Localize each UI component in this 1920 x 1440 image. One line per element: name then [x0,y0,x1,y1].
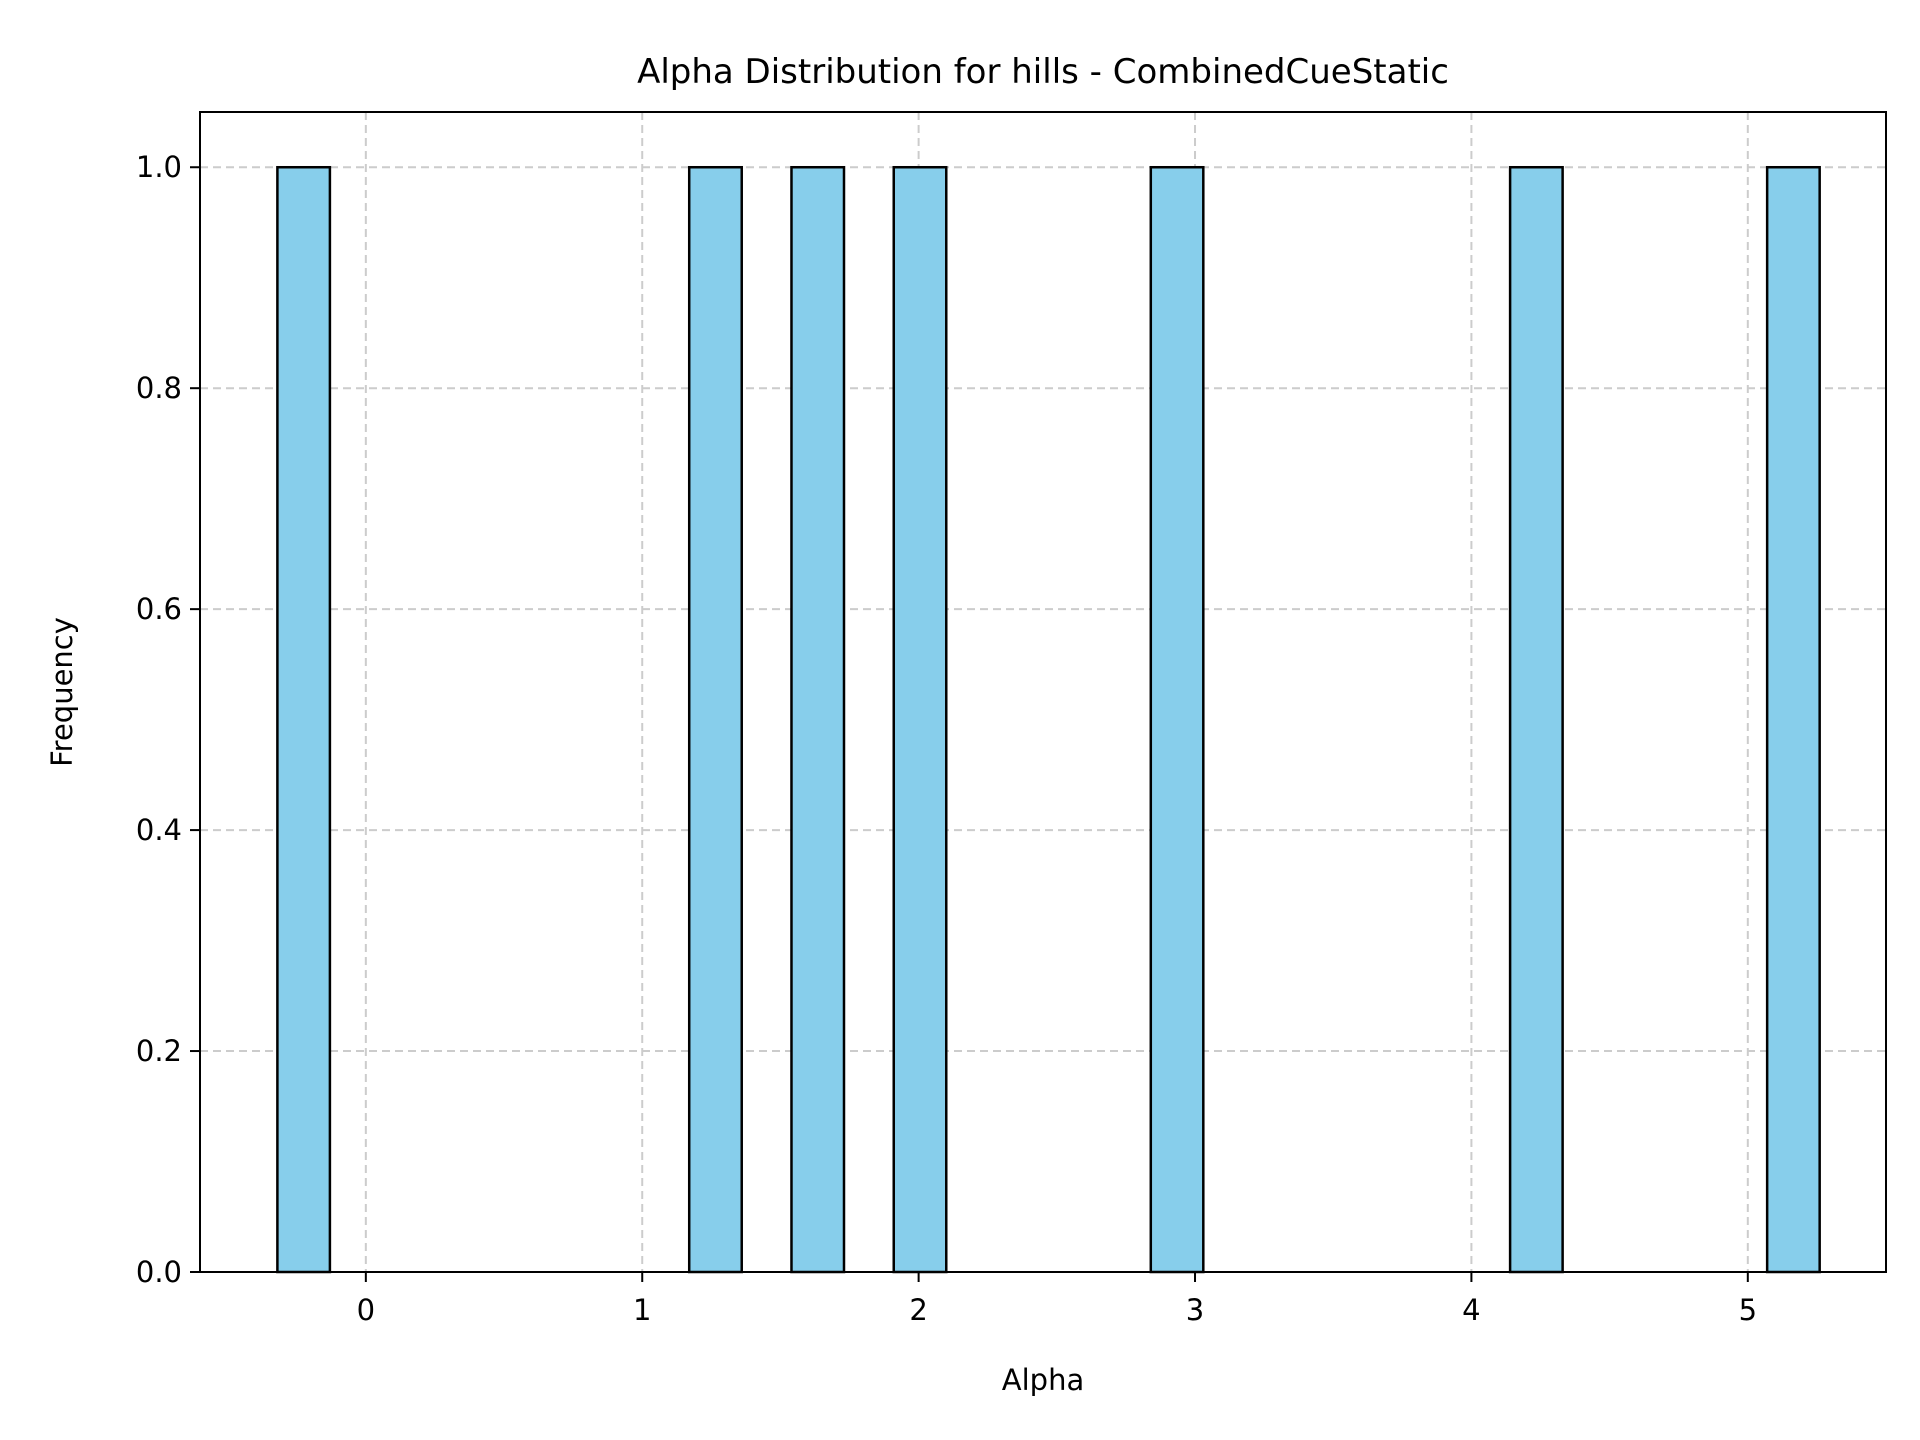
y-tick-label-5: 1.0 [136,150,182,184]
histogram-bar-6 [1765,165,1821,1274]
y-tick-label-1: 0.2 [136,1034,182,1068]
histogram-bar-4 [1149,165,1205,1274]
x-axis-label: Alpha [1002,1363,1084,1397]
x-tick-label-5: 5 [1739,1293,1757,1327]
y-tick-label-0: 0.0 [136,1255,182,1289]
histogram-bar-5 [1508,165,1564,1274]
x-tick-label-0: 0 [357,1293,375,1327]
y-axis-label: Frequency [45,617,79,767]
histogram-bar-2 [790,165,846,1274]
x-tick-label-2: 2 [909,1293,927,1327]
ticks-layer: 0 1 2 3 4 5 0.0 0.2 0.4 0.6 0.8 1.0 [136,150,1757,1327]
y-tick-label-2: 0.4 [136,813,182,847]
y-tick-label-4: 0.8 [136,371,182,405]
histogram-bar-3 [892,165,948,1274]
histogram-bar-0 [276,165,332,1274]
x-tick-label-1: 1 [633,1293,651,1327]
bars-layer [276,165,1821,1274]
y-tick-label-3: 0.6 [136,592,182,626]
grid-layer [200,112,1886,1273]
histogram-bar-1 [687,165,743,1274]
axes-frame [199,111,1887,1273]
x-tick-label-3: 3 [1186,1293,1204,1327]
x-tick-label-4: 4 [1462,1293,1480,1327]
chart-title: Alpha Distribution for hills - CombinedC… [637,52,1449,92]
